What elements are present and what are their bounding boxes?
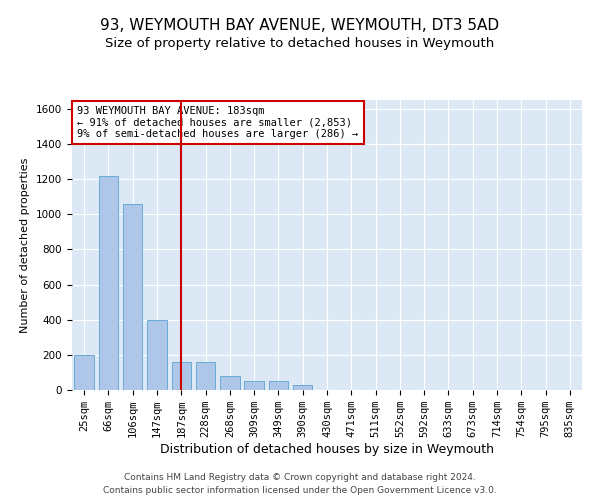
Y-axis label: Number of detached properties: Number of detached properties (20, 158, 31, 332)
Bar (74, 355, 94, 390)
Text: 93, WEYMOUTH BAY AVENUE, WEYMOUTH, DT3 5AD: 93, WEYMOUTH BAY AVENUE, WEYMOUTH, DT3 5… (100, 18, 500, 32)
Bar (244, 381, 264, 390)
Bar (196, 362, 215, 390)
Bar (99, 176, 118, 390)
Bar (123, 204, 142, 390)
Bar (220, 376, 239, 390)
Text: Size of property relative to detached houses in Weymouth: Size of property relative to detached ho… (106, 38, 494, 51)
X-axis label: Distribution of detached houses by size in Weymouth: Distribution of detached houses by size … (160, 443, 494, 456)
Bar (269, 381, 288, 390)
Bar (147, 320, 167, 390)
Text: 93 WEYMOUTH BAY AVENUE: 183sqm
← 91% of detached houses are smaller (2,853)
9% o: 93 WEYMOUTH BAY AVENUE: 183sqm ← 91% of … (77, 106, 358, 139)
Bar (293, 384, 313, 390)
Text: Contains HM Land Registry data © Crown copyright and database right 2024.
Contai: Contains HM Land Registry data © Crown c… (103, 474, 497, 495)
Bar (172, 362, 191, 390)
